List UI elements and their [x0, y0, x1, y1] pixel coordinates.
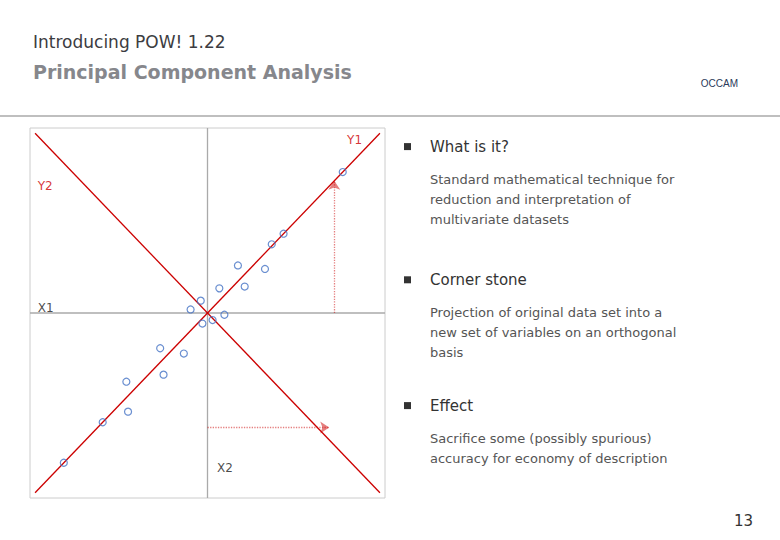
svg-text:basis: basis [430, 345, 464, 360]
svg-text:multivariate datasets: multivariate datasets [430, 212, 569, 227]
svg-text:Introducing POW! 1.22: Introducing POW! 1.22 [33, 32, 226, 52]
svg-text:Corner stone: Corner stone [430, 271, 527, 289]
svg-text:X1: X1 [38, 301, 54, 315]
svg-text:What is it?: What is it? [430, 138, 509, 156]
svg-text:X2: X2 [217, 461, 233, 475]
svg-text:Y1: Y1 [346, 133, 362, 147]
svg-text:reduction and interpretation o: reduction and interpretation of [430, 192, 631, 207]
svg-text:accuracy for economy of descri: accuracy for economy of description [430, 451, 668, 466]
svg-text:Projection of original data se: Projection of original data set into a [430, 305, 662, 320]
svg-text:Effect: Effect [430, 397, 473, 415]
svg-text:Principal Component Analysis: Principal Component Analysis [33, 61, 352, 83]
svg-text:new set of variables on an ort: new set of variables on an orthogonal [430, 325, 676, 340]
svg-text:Y2: Y2 [37, 179, 53, 193]
svg-text:OCCAM: OCCAM [701, 78, 738, 89]
svg-text:Standard mathematical techniqu: Standard mathematical technique for [430, 172, 675, 187]
svg-text:Sacrifice some (possibly spuri: Sacrifice some (possibly spurious) [430, 431, 652, 446]
svg-text:13: 13 [734, 512, 753, 530]
